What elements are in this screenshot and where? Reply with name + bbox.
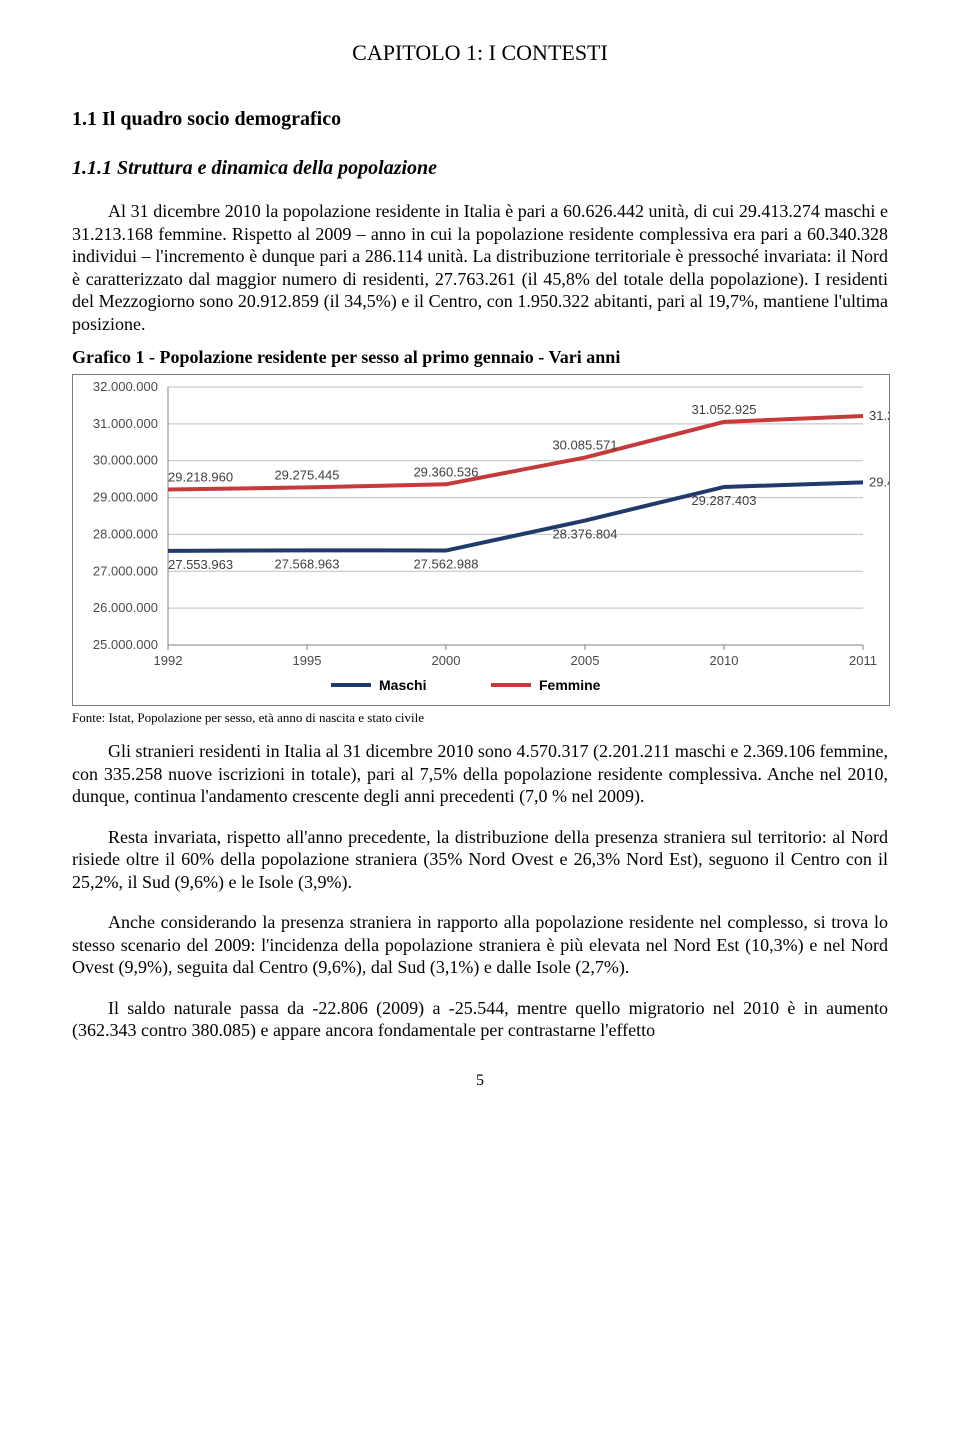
- svg-text:30.000.000: 30.000.000: [93, 453, 158, 468]
- svg-text:2010: 2010: [710, 653, 739, 668]
- svg-text:27.562.988: 27.562.988: [413, 557, 478, 572]
- body-paragraph: Il saldo naturale passa da -22.806 (2009…: [72, 997, 888, 1042]
- body-paragraph: Gli stranieri residenti in Italia al 31 …: [72, 740, 888, 808]
- svg-text:2005: 2005: [571, 653, 600, 668]
- svg-text:29.360.536: 29.360.536: [413, 464, 478, 479]
- svg-text:31.052.925: 31.052.925: [691, 402, 756, 417]
- svg-text:1992: 1992: [154, 653, 183, 668]
- svg-text:30.085.571: 30.085.571: [552, 438, 617, 453]
- svg-text:29.275.445: 29.275.445: [274, 467, 339, 482]
- body-paragraph: Al 31 dicembre 2010 la popolazione resid…: [72, 200, 888, 335]
- svg-text:31.000.000: 31.000.000: [93, 416, 158, 431]
- svg-text:29.287.403: 29.287.403: [691, 493, 756, 508]
- svg-text:29.000.000: 29.000.000: [93, 490, 158, 505]
- population-chart: 25.000.000 26.000.000 27.000.000 28.000.000…: [72, 374, 890, 706]
- svg-text:Maschi: Maschi: [379, 677, 426, 693]
- body-paragraph: Anche considerando la presenza straniera…: [72, 911, 888, 979]
- svg-text:28.000.000: 28.000.000: [93, 526, 158, 541]
- svg-text:28.376.804: 28.376.804: [552, 527, 617, 542]
- svg-text:27.000.000: 27.000.000: [93, 563, 158, 578]
- svg-text:29.413.274: 29.413.274: [869, 474, 889, 489]
- svg-text:2000: 2000: [432, 653, 461, 668]
- svg-text:32.000.000: 32.000.000: [93, 379, 158, 394]
- page-number: 5: [72, 1072, 888, 1090]
- svg-text:26.000.000: 26.000.000: [93, 600, 158, 615]
- body-paragraph: Resta invariata, rispetto all'anno prece…: [72, 826, 888, 894]
- chapter-title: CAPITOLO 1: I CONTESTI: [72, 40, 888, 66]
- svg-text:29.218.960: 29.218.960: [168, 470, 233, 485]
- svg-text:Femmine: Femmine: [539, 677, 601, 693]
- chart-source: Fonte: Istat, Popolazione per sesso, età…: [72, 710, 888, 726]
- svg-text:25.000.000: 25.000.000: [93, 637, 158, 652]
- section-heading: 1.1 Il quadro socio demografico: [72, 108, 888, 131]
- svg-text:1995: 1995: [293, 653, 322, 668]
- svg-text:27.553.963: 27.553.963: [168, 557, 233, 572]
- chart-title: Grafico 1 - Popolazione residente per se…: [72, 347, 888, 368]
- subsection-heading: 1.1.1 Struttura e dinamica della popolaz…: [72, 157, 888, 180]
- svg-text:31.213.168: 31.213.168: [869, 408, 889, 423]
- chart-svg: 25.000.000 26.000.000 27.000.000 28.000.000…: [73, 375, 889, 705]
- svg-text:27.568.963: 27.568.963: [274, 556, 339, 571]
- svg-text:2011: 2011: [849, 653, 877, 668]
